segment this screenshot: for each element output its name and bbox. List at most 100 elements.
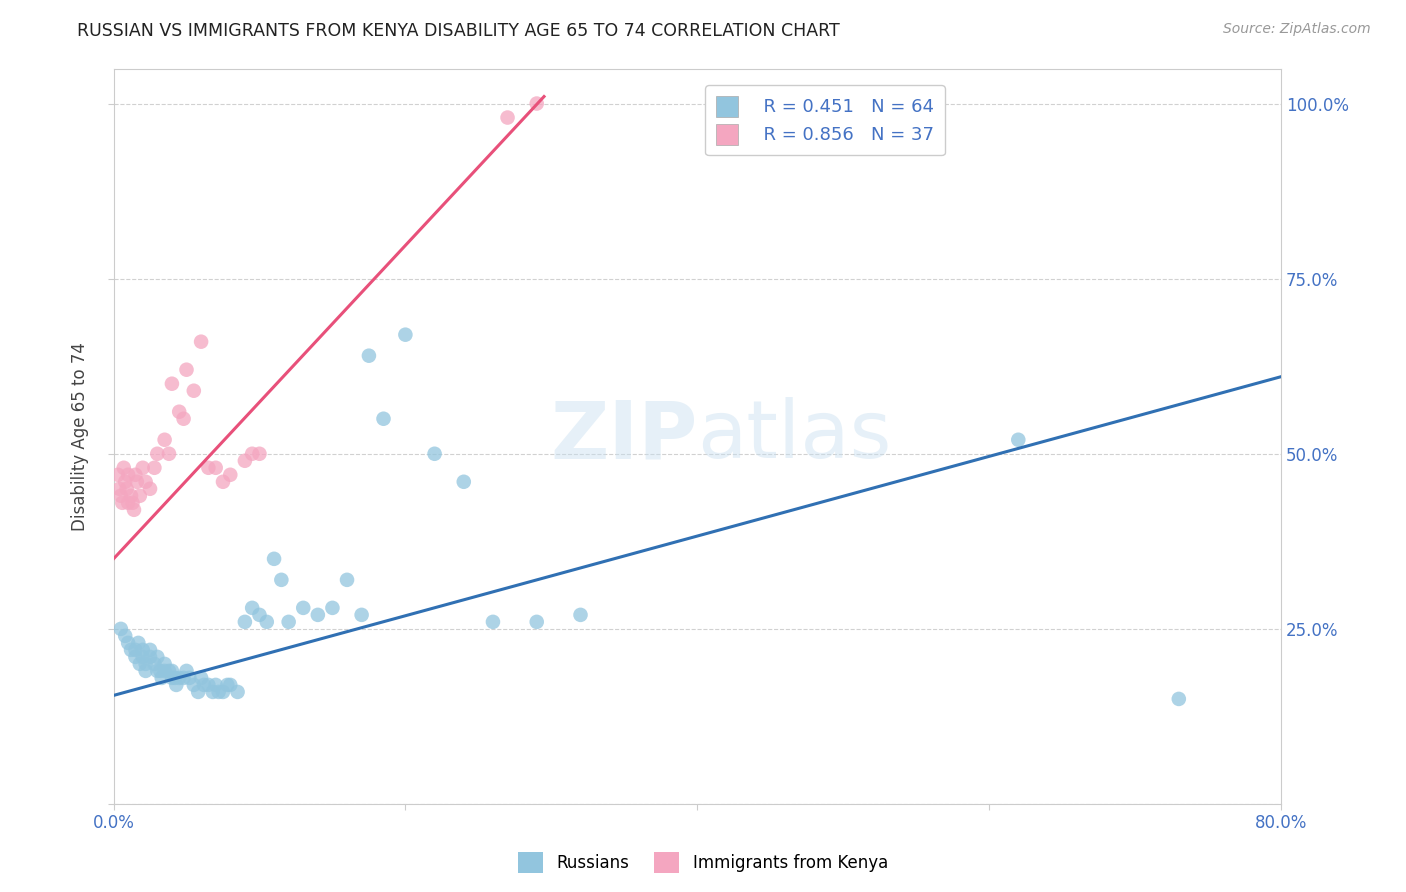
Point bbox=[110, 489, 132, 503]
Point bbox=[167, 671, 190, 685]
Point bbox=[107, 467, 129, 482]
Point bbox=[187, 685, 209, 699]
Point bbox=[146, 447, 169, 461]
Point bbox=[226, 685, 249, 699]
Point bbox=[321, 600, 343, 615]
Point bbox=[124, 649, 146, 664]
Point bbox=[256, 615, 278, 629]
Point bbox=[117, 636, 139, 650]
Point bbox=[336, 573, 359, 587]
Point bbox=[139, 482, 162, 496]
Text: atlas: atlas bbox=[697, 397, 891, 475]
Point bbox=[124, 467, 146, 482]
Point bbox=[146, 664, 169, 678]
Point bbox=[115, 482, 138, 496]
Point bbox=[135, 657, 157, 671]
Point bbox=[197, 678, 219, 692]
Point bbox=[526, 615, 548, 629]
Point bbox=[143, 657, 166, 671]
Point bbox=[526, 96, 548, 111]
Point bbox=[108, 482, 131, 496]
Point bbox=[112, 460, 135, 475]
Legend:   R = 0.451   N = 64,   R = 0.856   N = 37: R = 0.451 N = 64, R = 0.856 N = 37 bbox=[706, 85, 945, 155]
Point bbox=[240, 447, 263, 461]
Point bbox=[197, 460, 219, 475]
Point bbox=[153, 657, 176, 671]
Point bbox=[373, 411, 395, 425]
Point bbox=[453, 475, 475, 489]
Point bbox=[219, 678, 242, 692]
Point bbox=[110, 622, 132, 636]
Point bbox=[569, 607, 592, 622]
Point bbox=[132, 649, 155, 664]
Point bbox=[121, 496, 143, 510]
Point bbox=[263, 551, 285, 566]
Point bbox=[124, 643, 146, 657]
Point bbox=[292, 600, 315, 615]
Point bbox=[132, 460, 155, 475]
Point bbox=[160, 671, 183, 685]
Point bbox=[270, 573, 292, 587]
Point bbox=[394, 327, 416, 342]
Text: RUSSIAN VS IMMIGRANTS FROM KENYA DISABILITY AGE 65 TO 74 CORRELATION CHART: RUSSIAN VS IMMIGRANTS FROM KENYA DISABIL… bbox=[77, 22, 839, 40]
Point bbox=[128, 489, 150, 503]
Point bbox=[163, 671, 186, 685]
Point bbox=[183, 678, 205, 692]
Point bbox=[114, 629, 136, 643]
Point bbox=[165, 678, 187, 692]
Point bbox=[277, 615, 299, 629]
Point bbox=[167, 405, 190, 419]
Point bbox=[157, 664, 180, 678]
Point bbox=[193, 678, 215, 692]
Legend: Russians, Immigrants from Kenya: Russians, Immigrants from Kenya bbox=[512, 846, 894, 880]
Point bbox=[153, 664, 176, 678]
Point bbox=[357, 349, 380, 363]
Point bbox=[173, 671, 195, 685]
Point bbox=[1007, 433, 1029, 447]
Text: Source: ZipAtlas.com: Source: ZipAtlas.com bbox=[1223, 22, 1371, 37]
Point bbox=[128, 657, 150, 671]
Point bbox=[233, 454, 256, 468]
Point bbox=[160, 664, 183, 678]
Point bbox=[201, 685, 224, 699]
Point bbox=[149, 664, 172, 678]
Point bbox=[204, 460, 226, 475]
Point bbox=[212, 685, 235, 699]
Point bbox=[143, 460, 166, 475]
Point bbox=[114, 475, 136, 489]
Point bbox=[150, 671, 173, 685]
Point bbox=[120, 489, 142, 503]
Point bbox=[212, 475, 235, 489]
Point bbox=[157, 447, 180, 461]
Point bbox=[204, 678, 226, 692]
Point bbox=[146, 649, 169, 664]
Point bbox=[217, 678, 239, 692]
Y-axis label: Disability Age 65 to 74: Disability Age 65 to 74 bbox=[72, 342, 89, 531]
Point bbox=[127, 636, 149, 650]
Point bbox=[117, 467, 139, 482]
Point bbox=[249, 447, 271, 461]
Point bbox=[183, 384, 205, 398]
Point bbox=[496, 111, 519, 125]
Point bbox=[176, 362, 198, 376]
Point bbox=[350, 607, 373, 622]
Point bbox=[153, 433, 176, 447]
Point bbox=[176, 664, 198, 678]
Point bbox=[122, 503, 145, 517]
Point bbox=[307, 607, 329, 622]
Point bbox=[219, 467, 242, 482]
Point bbox=[120, 643, 142, 657]
Point bbox=[160, 376, 183, 391]
Point bbox=[111, 496, 134, 510]
Point bbox=[233, 615, 256, 629]
Point bbox=[207, 685, 229, 699]
Point bbox=[423, 447, 446, 461]
Point bbox=[173, 411, 195, 425]
Point bbox=[482, 615, 505, 629]
Point bbox=[179, 671, 201, 685]
Point bbox=[135, 475, 157, 489]
Point bbox=[190, 334, 212, 349]
Point bbox=[135, 664, 157, 678]
Point bbox=[190, 671, 212, 685]
Point bbox=[132, 643, 155, 657]
